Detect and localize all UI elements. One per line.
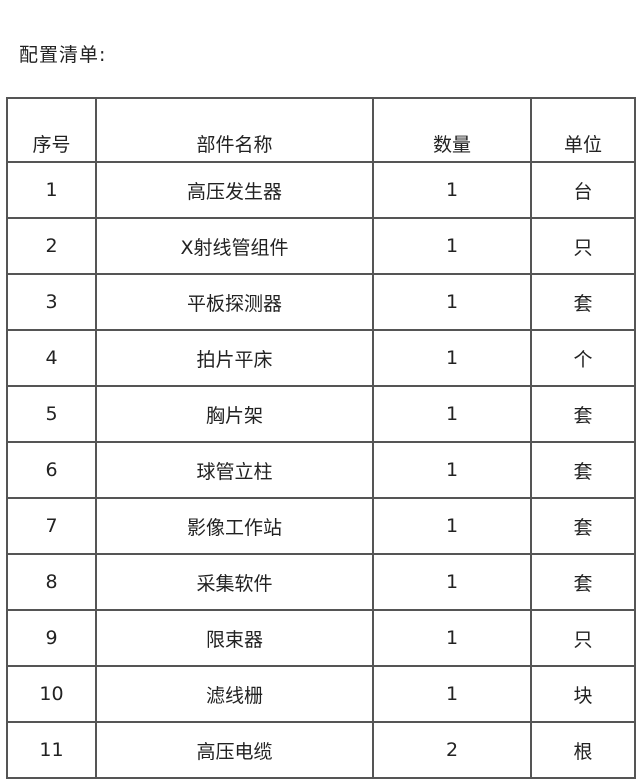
table-row: 7 影像工作站 1 套 — [6, 497, 636, 555]
header-quantity: 数量 — [372, 97, 532, 163]
configuration-table: 序号 部件名称 数量 单位 1 高压发生器 1 台 2 X射线管组件 1 只 3 平板探测器 1 套 4… — [6, 97, 636, 779]
cell-unit: 套 — [530, 385, 636, 443]
cell-part-name: 采集软件 — [95, 553, 374, 611]
cell-quantity: 1 — [372, 609, 532, 667]
header-part-name: 部件名称 — [95, 97, 374, 163]
table-row: 6 球管立柱 1 套 — [6, 441, 636, 499]
cell-unit: 根 — [530, 721, 636, 779]
table-row: 1 高压发生器 1 台 — [6, 161, 636, 219]
cell-part-name: 影像工作站 — [95, 497, 374, 555]
cell-index: 4 — [6, 329, 97, 387]
cell-part-name: 拍片平床 — [95, 329, 374, 387]
cell-quantity: 1 — [372, 497, 532, 555]
cell-quantity: 1 — [372, 553, 532, 611]
cell-unit: 套 — [530, 273, 636, 331]
cell-quantity: 1 — [372, 217, 532, 275]
cell-index: 2 — [6, 217, 97, 275]
cell-index: 1 — [6, 161, 97, 219]
table-row: 10 滤线栅 1 块 — [6, 665, 636, 723]
cell-part-name: X射线管组件 — [95, 217, 374, 275]
cell-quantity: 1 — [372, 441, 532, 499]
cell-quantity: 2 — [372, 721, 532, 779]
cell-index: 7 — [6, 497, 97, 555]
cell-unit: 台 — [530, 161, 636, 219]
cell-unit: 个 — [530, 329, 636, 387]
table-header-row: 序号 部件名称 数量 单位 — [6, 97, 636, 163]
header-unit: 单位 — [530, 97, 636, 163]
header-index: 序号 — [6, 97, 97, 163]
cell-unit: 只 — [530, 217, 636, 275]
cell-quantity: 1 — [372, 665, 532, 723]
table-row: 11 高压电缆 2 根 — [6, 721, 636, 779]
cell-part-name: 高压电缆 — [95, 721, 374, 779]
cell-part-name: 限束器 — [95, 609, 374, 667]
table-row: 2 X射线管组件 1 只 — [6, 217, 636, 275]
cell-index: 3 — [6, 273, 97, 331]
table-row: 8 采集软件 1 套 — [6, 553, 636, 611]
cell-index: 8 — [6, 553, 97, 611]
table-row: 9 限束器 1 只 — [6, 609, 636, 667]
cell-part-name: 平板探测器 — [95, 273, 374, 331]
cell-index: 10 — [6, 665, 97, 723]
cell-unit: 套 — [530, 441, 636, 499]
document-title: 配置清单: — [19, 44, 107, 66]
cell-part-name: 胸片架 — [95, 385, 374, 443]
cell-unit: 只 — [530, 609, 636, 667]
cell-part-name: 球管立柱 — [95, 441, 374, 499]
cell-index: 11 — [6, 721, 97, 779]
table-row: 5 胸片架 1 套 — [6, 385, 636, 443]
table-row: 4 拍片平床 1 个 — [6, 329, 636, 387]
cell-quantity: 1 — [372, 385, 532, 443]
table-row: 3 平板探测器 1 套 — [6, 273, 636, 331]
cell-index: 6 — [6, 441, 97, 499]
cell-unit: 套 — [530, 553, 636, 611]
cell-unit: 块 — [530, 665, 636, 723]
cell-index: 9 — [6, 609, 97, 667]
cell-index: 5 — [6, 385, 97, 443]
cell-unit: 套 — [530, 497, 636, 555]
cell-quantity: 1 — [372, 329, 532, 387]
cell-part-name: 滤线栅 — [95, 665, 374, 723]
cell-quantity: 1 — [372, 273, 532, 331]
cell-quantity: 1 — [372, 161, 532, 219]
cell-part-name: 高压发生器 — [95, 161, 374, 219]
